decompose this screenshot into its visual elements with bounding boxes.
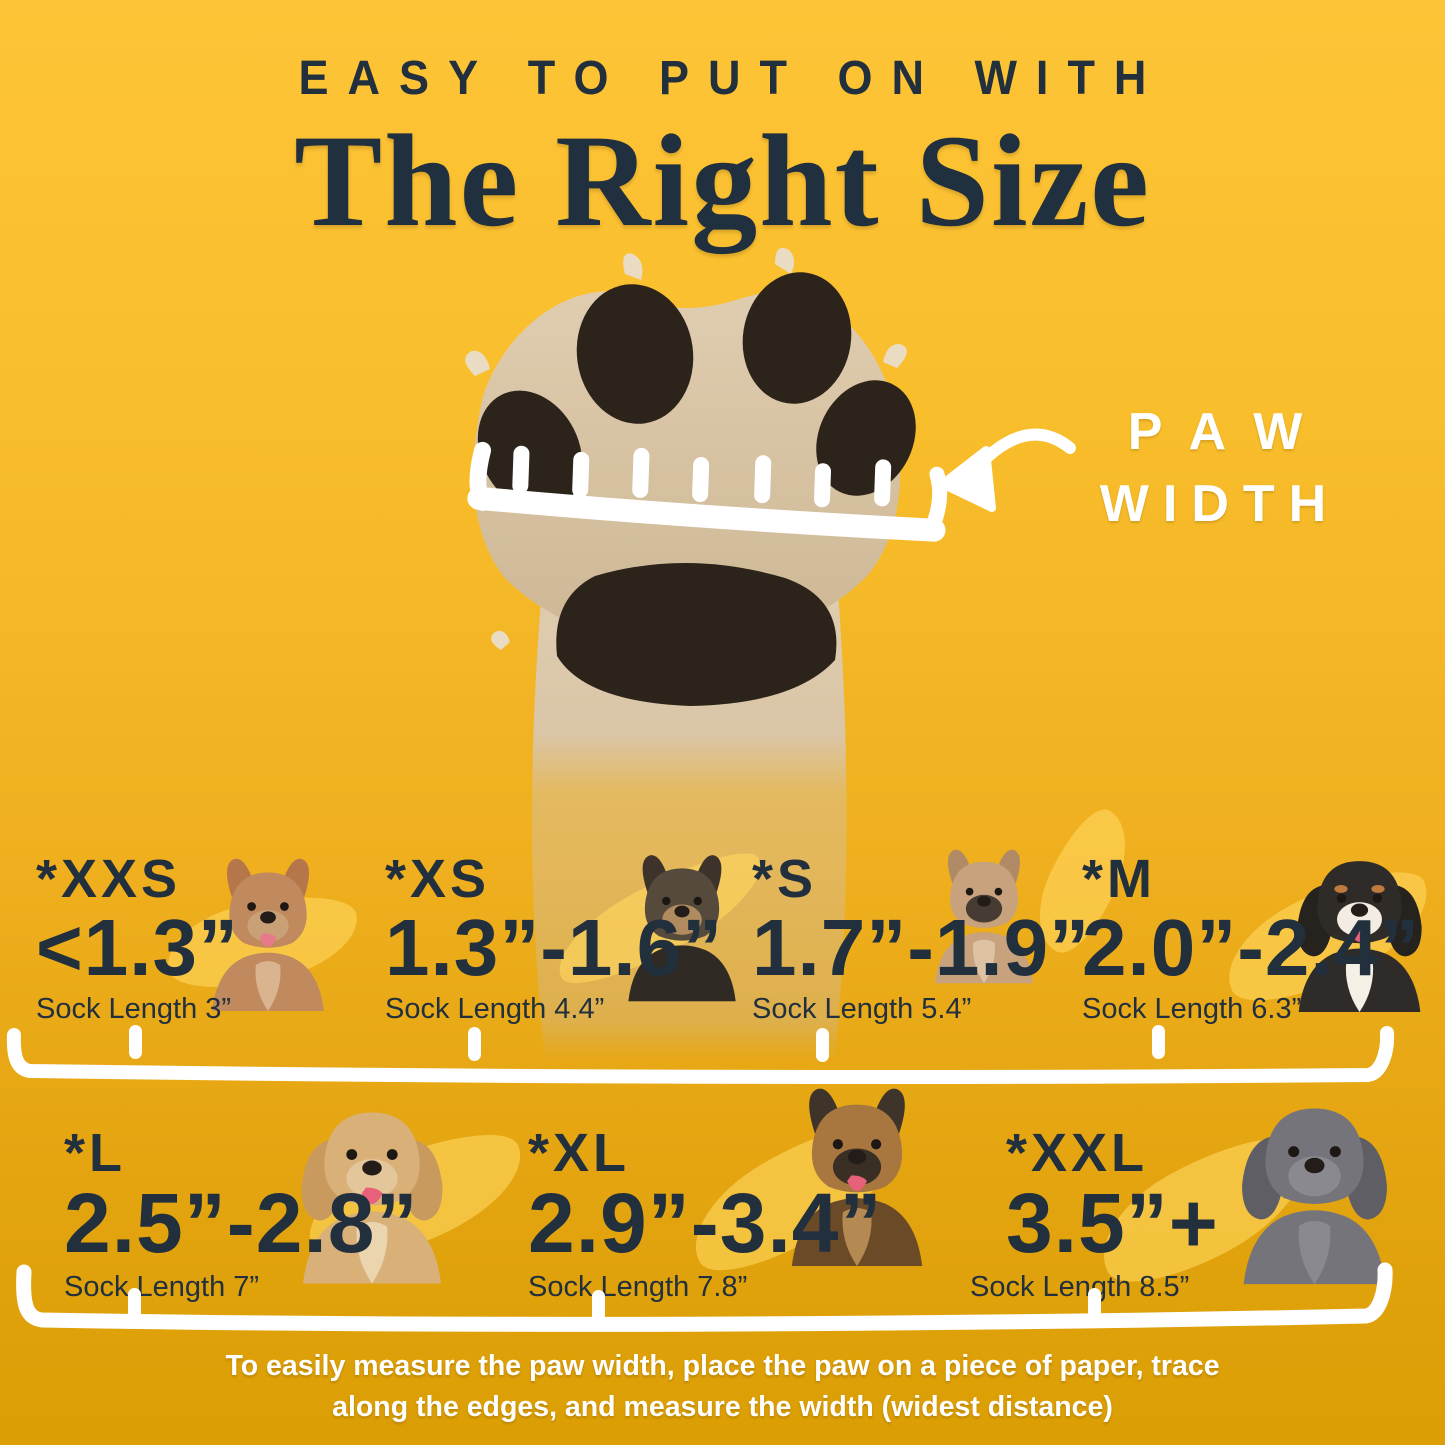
paw-width-range: 2.5”-2.8” (64, 1176, 419, 1270)
measuring-instructions-line1: To easily measure the paw width, place t… (225, 1350, 1220, 1382)
size-label: *XXS (36, 849, 182, 909)
header-kicker: EASY TO PUT ON WITH (298, 49, 1166, 105)
size-item-xxs: *XXS <1.3” Sock Length 3” (36, 852, 239, 1027)
size-label: *XL (528, 1123, 631, 1183)
sock-length: Sock Length 5.4” (752, 993, 972, 1026)
measuring-instructions-line2: along the edges, and measure the width (… (332, 1391, 1113, 1423)
size-label: *L (64, 1123, 126, 1183)
row-divider-bracket (16, 1262, 1393, 1332)
size-item-xs: *XS 1.3”-1.6” Sock Length 4.4” (385, 852, 723, 1027)
paw-width-range: 1.7”-1.9” (752, 903, 1091, 992)
size-label: *XXL (1006, 1123, 1149, 1183)
sock-length: Sock Length 4.4” (385, 993, 605, 1026)
row-divider-bracket (6, 1025, 1395, 1085)
sock-length: Sock Length 8.5” (970, 1271, 1190, 1304)
sock-length: Sock Length 6.3” (1082, 993, 1302, 1026)
size-item-s: *S 1.7”-1.9” Sock Length 5.4” (752, 852, 1090, 1027)
sock-length: Sock Length 7.8” (528, 1271, 748, 1304)
size-item-m: *M 2.0”-2.4” Sock Length 6.3” (1082, 852, 1420, 1027)
paw-width-range: 2.0”-2.4” (1082, 903, 1421, 992)
paw-width-ruler-icon (467, 441, 948, 542)
sock-length: Sock Length 3” (36, 993, 232, 1026)
size-item-xl: *XL 2.9”-3.4” Sock Length 7.8” (528, 1126, 883, 1305)
size-item-l: *L 2.5”-2.8” Sock Length 7” (64, 1126, 419, 1305)
size-label: *M (1082, 849, 1156, 909)
size-label: *S (752, 849, 818, 909)
paw-width-label-line1: PAW (1127, 403, 1333, 461)
sock-length: Sock Length 7” (64, 1271, 260, 1304)
paw-width-range: <1.3” (36, 903, 239, 992)
paw-width-range: 3.5”+ (1006, 1176, 1219, 1270)
measuring-instructions: To easily measure the paw width, place t… (0, 1346, 1445, 1428)
size-item-xxl: *XXL 3.5”+ Sock Length 8.5” (970, 1126, 1219, 1305)
paw-width-label: PAW WIDTH (1060, 402, 1380, 534)
page-title: The Right Size (294, 107, 1151, 254)
paw-width-range: 2.9”-3.4” (528, 1176, 883, 1270)
paw-width-range: 1.3”-1.6” (385, 903, 724, 992)
arrow-icon (938, 428, 1076, 512)
size-label: *XS (385, 849, 491, 909)
paw-width-label-line2: WIDTH (1099, 475, 1341, 533)
